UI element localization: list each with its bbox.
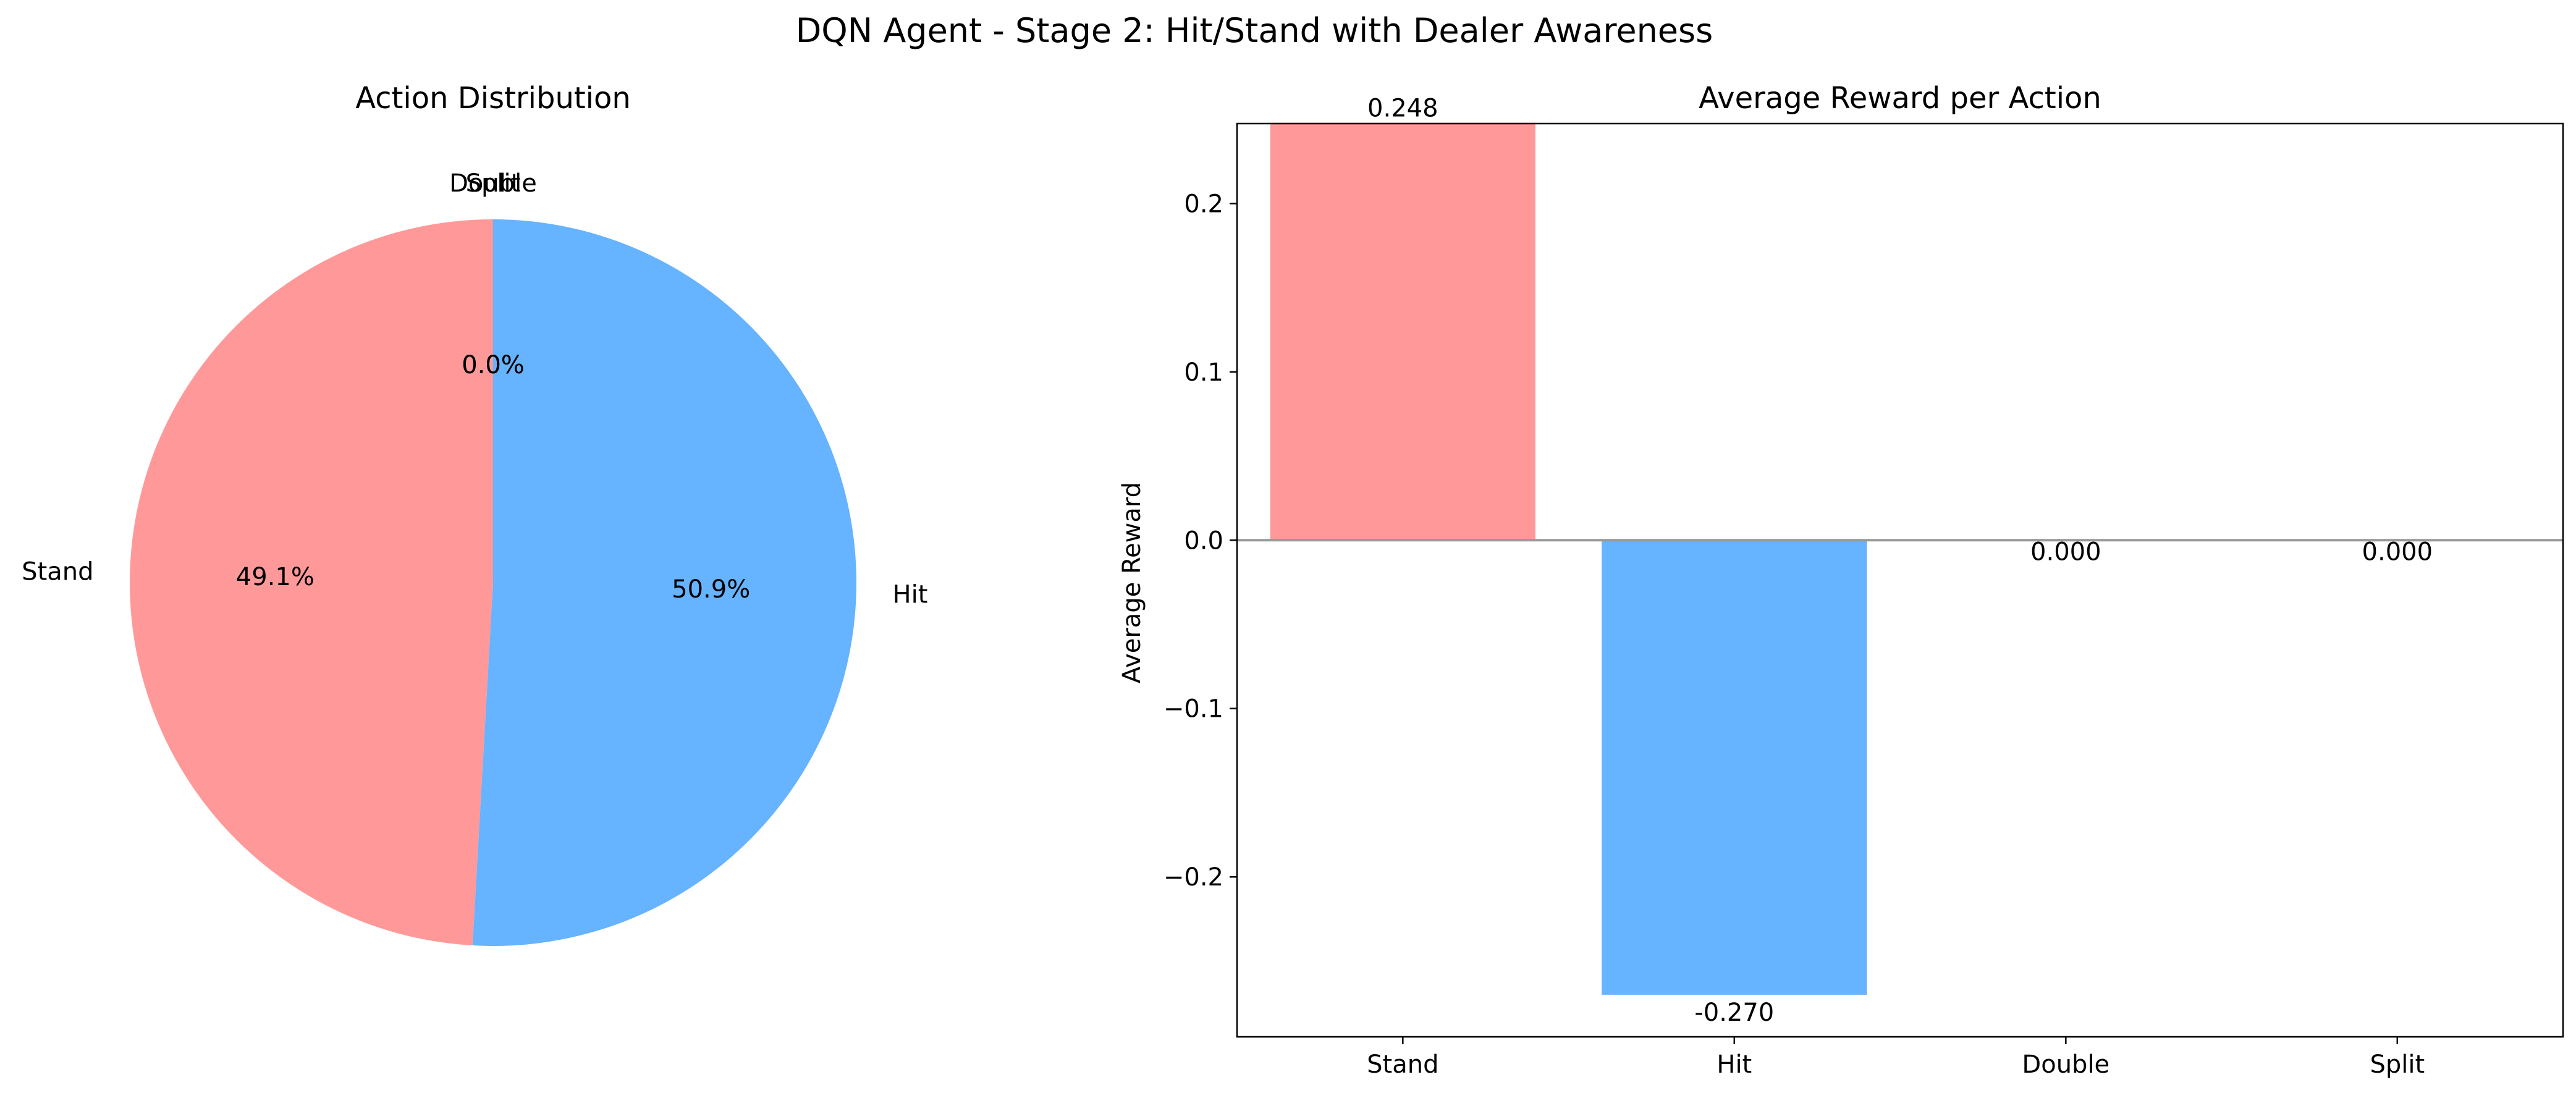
x-tick-label-double: Double [2022,1050,2109,1079]
y-tick-label: 0.1 [1184,358,1223,387]
pie-label-double: Double [449,169,537,198]
x-tick-label-stand: Stand [1367,1050,1438,1079]
plot-frame [1236,122,2564,1038]
bar-axes: Stand Hit Double Split −0.2 −0.1 0.0 0.1 0.2 [1163,122,2564,1079]
bar-value-label-stand: 0.248 [1367,95,1438,123]
pie-slices [130,219,857,946]
y-tick-label: −0.1 [1163,695,1223,724]
pie-pct-hit: 50.9% [672,575,750,604]
bar-hit [1602,540,1867,995]
bar-chart: Average Reward per Action Average Reward… [1118,81,2564,1079]
bar-title: Average Reward per Action [1699,81,2101,116]
bar-value-label-double: 0.000 [2030,538,2101,566]
y-tick-label: 0.0 [1184,526,1223,555]
pie-label-stand: Stand [22,558,93,586]
bar-marks: 0.248 -0.270 0.000 0.000 [1270,95,2433,1027]
pie-slice-stand [130,219,493,946]
pie-pct-stand: 49.1% [236,563,315,591]
pie-label-hit: Hit [893,580,928,609]
figure-title: DQN Agent - Stage 2: Hit/Stand with Deal… [796,11,1713,50]
pie-pct-double: 0.0% [462,351,525,379]
pie-label-split: Split [466,169,521,198]
pie-slice-hit [472,219,857,946]
bar-stand [1270,122,1535,541]
pie-pct-split: 0.0% [462,351,525,379]
y-tick-label: 0.2 [1184,190,1223,218]
pie-chart: Action Distribution Stand 49.1% Hit 50.9% Do… [22,81,927,946]
bar-value-label-split: 0.000 [2362,538,2433,566]
x-tick-label-split: Split [2370,1050,2425,1079]
x-tick-label-hit: Hit [1717,1050,1752,1079]
y-tick-label: −0.2 [1163,863,1223,892]
pie-title: Action Distribution [355,81,631,116]
y-axis-label: Average Reward [1118,482,1146,683]
bar-value-label-hit: -0.270 [1694,999,1774,1027]
